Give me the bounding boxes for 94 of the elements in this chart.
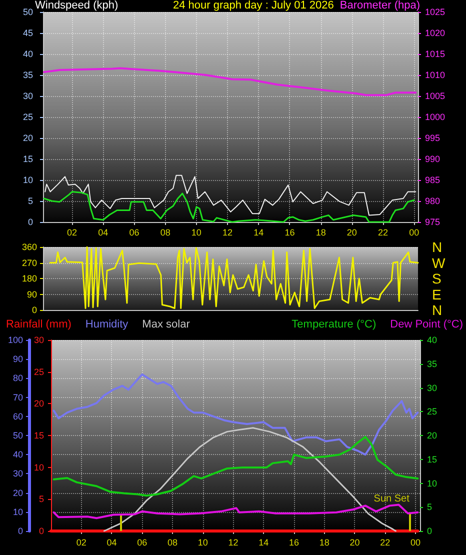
y-tick-label: 90 <box>12 354 23 364</box>
y-tick-label: 5 <box>28 196 33 206</box>
text: Dew Point (°C) <box>390 318 463 330</box>
y-tick-label: 15 <box>22 154 33 164</box>
y-tick-label: 35 <box>22 70 33 80</box>
y-tick-label: 30 <box>22 91 33 101</box>
category-label: S <box>432 270 442 286</box>
line-series <box>43 191 415 223</box>
y-tick-label: 70 <box>12 392 23 402</box>
line-series <box>52 373 419 456</box>
line-series <box>52 504 419 520</box>
y2-tick-label: 5 <box>427 502 432 512</box>
y-tick-label: 10 <box>22 175 33 185</box>
x-tick-label: 14 <box>254 228 264 238</box>
category-label: N <box>432 239 442 255</box>
y2-tick-label: 1010 <box>425 70 446 80</box>
y2-tick-label: 20 <box>427 430 438 440</box>
x-tick-label: 10 <box>198 538 208 548</box>
x-tick-label: 12 <box>228 538 238 548</box>
y-tick-label: 360 <box>22 242 37 252</box>
category-label: E <box>432 286 442 302</box>
x-tick-label: 06 <box>137 538 148 548</box>
y-tick-label: 180 <box>22 274 37 284</box>
x-tick-label: 18 <box>316 228 326 238</box>
y-tick-label: 0 <box>18 526 23 536</box>
y2-tick-label: 25 <box>427 406 438 417</box>
y-tick-label: 0 <box>32 305 37 315</box>
y2-tick-label: 40 <box>427 335 438 345</box>
category-label: N <box>432 302 442 318</box>
x-tick-label: 18 <box>319 538 330 548</box>
line-series <box>49 246 419 309</box>
y-tick-label: 20 <box>12 488 23 498</box>
y2-axis-title: Barometer (hpa) <box>340 0 420 12</box>
y-tick-label: 0 <box>28 217 33 227</box>
y3-tick-label: 0 <box>38 526 44 536</box>
x-tick-label: 06 <box>129 228 140 238</box>
category-label: W <box>432 254 446 271</box>
x-tick-label: 20 <box>350 538 360 548</box>
y-tick-label: 270 <box>22 258 37 268</box>
y2-tick-label: 1000 <box>425 112 446 122</box>
y-tick-label: 90 <box>26 289 37 300</box>
y-tick-label: 40 <box>22 49 33 59</box>
x-tick-label: 20 <box>346 228 357 238</box>
y2-tick-label: 35 <box>427 358 438 369</box>
x-tick-label: 22 <box>378 228 388 238</box>
x-tick-label: 02 <box>76 538 86 548</box>
y-tick-label: 20 <box>22 133 33 143</box>
x-tick-label: 22 <box>380 538 390 548</box>
ref-line-label: Sun Set <box>374 493 410 504</box>
x-tick-label: 10 <box>191 228 202 238</box>
x-tick-label: 04 <box>106 538 117 548</box>
x-tick-label: 08 <box>160 228 170 238</box>
y2-tick-label: 980 <box>425 196 440 206</box>
x-tick-label: 16 <box>284 228 295 238</box>
x-tick-label: 14 <box>258 538 269 548</box>
x-tick-label: 16 <box>288 538 299 548</box>
y-tick-label: 45 <box>22 28 33 38</box>
y2-tick-label: 15 <box>427 454 438 464</box>
y2-tick-label: 0 <box>427 526 432 536</box>
y-tick-label: 30 <box>12 468 23 479</box>
y-tick-label: 40 <box>12 450 23 460</box>
x-tick-label: 12 <box>222 228 233 238</box>
line-series <box>103 427 396 532</box>
y-tick-label: 50 <box>22 7 33 17</box>
y2-tick-label: 1025 <box>425 7 446 17</box>
x-tick-label: 04 <box>98 228 108 238</box>
y2-tick-label: 30 <box>427 382 438 393</box>
y-tick-label: 50 <box>12 430 23 440</box>
chart-title: 24 hour graph day : July 01 2026 <box>173 0 334 12</box>
y2-tick-label: 10 <box>427 478 438 488</box>
line-series <box>43 67 417 96</box>
y-axis-title: Windspeed (kph) <box>35 0 118 12</box>
y3-tick-label: 5 <box>38 494 44 504</box>
y-tick-label: 10 <box>12 506 23 517</box>
y2-tick-label: 995 <box>425 133 440 143</box>
text: Humidity <box>85 318 129 330</box>
x-tick-label: 00 <box>409 228 420 238</box>
x-tick-label: 02 <box>67 228 78 238</box>
y2-tick-label: 985 <box>425 175 440 185</box>
text: Temperature (°C) <box>292 318 376 330</box>
y-tick-label: 100 <box>8 335 23 345</box>
line-series <box>44 174 416 216</box>
y-tick-label: 80 <box>12 373 23 384</box>
x-tick-label: 08 <box>167 538 178 548</box>
y2-tick-label: 1020 <box>425 28 446 38</box>
y-tick-label: 25 <box>22 112 33 122</box>
y2-tick-label: 1015 <box>425 49 446 59</box>
x-tick-label: 00 <box>410 538 420 548</box>
text: Max solar <box>142 318 190 330</box>
y2-tick-label: 1005 <box>425 91 446 101</box>
y-tick-label: 60 <box>12 411 23 422</box>
text: Rainfall (mm) <box>6 318 72 330</box>
y2-tick-label: 990 <box>425 154 440 164</box>
y2-tick-label: 975 <box>425 217 440 227</box>
